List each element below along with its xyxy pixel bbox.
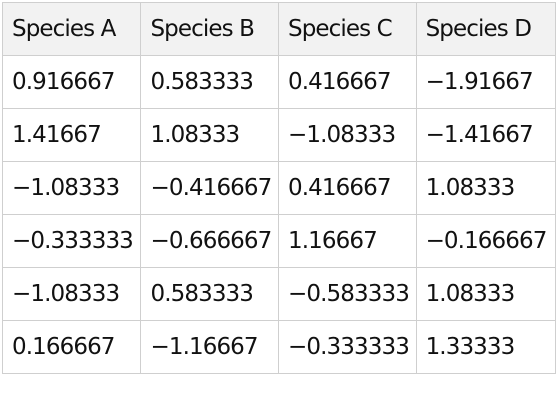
- table-cell: −0.666667: [140, 214, 280, 268]
- table-cell: −0.333333: [1, 214, 142, 268]
- table-cell: −1.08333: [1, 267, 142, 321]
- table-cell: 1.08333: [415, 267, 556, 321]
- table-cell: −1.08333: [1, 161, 142, 215]
- table-cell: −0.333333: [278, 320, 417, 374]
- table-row: 1.41667 1.08333 −1.08333 −1.41667: [1, 108, 556, 162]
- table-cell: −0.583333: [278, 267, 417, 321]
- table-cell: 1.16667: [278, 214, 417, 268]
- table-cell: 0.583333: [140, 55, 280, 109]
- table-cell: 0.916667: [1, 55, 142, 109]
- table-cell: 1.08333: [415, 161, 556, 215]
- table-cell: −1.91667: [415, 55, 556, 109]
- table-row: 0.166667 −1.16667 −0.333333 1.33333: [1, 320, 556, 374]
- column-header-species-c: Species C: [278, 2, 417, 56]
- table-cell: −0.416667: [140, 161, 280, 215]
- table-row: −0.333333 −0.666667 1.16667 −0.166667: [1, 214, 556, 268]
- table-row: −1.08333 −0.416667 0.416667 1.08333: [1, 161, 556, 215]
- table-cell: 0.166667: [1, 320, 142, 374]
- table-cell: 1.41667: [1, 108, 142, 162]
- table-cell: 1.08333: [140, 108, 280, 162]
- header-row: Species A Species B Species C Species D: [1, 2, 556, 56]
- table-cell: −1.41667: [415, 108, 556, 162]
- table-cell: −0.166667: [415, 214, 556, 268]
- column-header-species-b: Species B: [140, 2, 280, 56]
- table-cell: 0.416667: [278, 161, 417, 215]
- table-row: 0.916667 0.583333 0.416667 −1.91667: [1, 55, 556, 109]
- table-row: −1.08333 0.583333 −0.583333 1.08333: [1, 267, 556, 321]
- data-table: Species A Species B Species C Species D …: [1, 2, 556, 374]
- table-cell: 1.33333: [415, 320, 556, 374]
- table-cell: 0.583333: [140, 267, 280, 321]
- column-header-species-d: Species D: [415, 2, 556, 56]
- table-cell: −1.08333: [278, 108, 417, 162]
- column-header-species-a: Species A: [1, 2, 142, 56]
- table-cell: 0.416667: [278, 55, 417, 109]
- table-cell: −1.16667: [140, 320, 280, 374]
